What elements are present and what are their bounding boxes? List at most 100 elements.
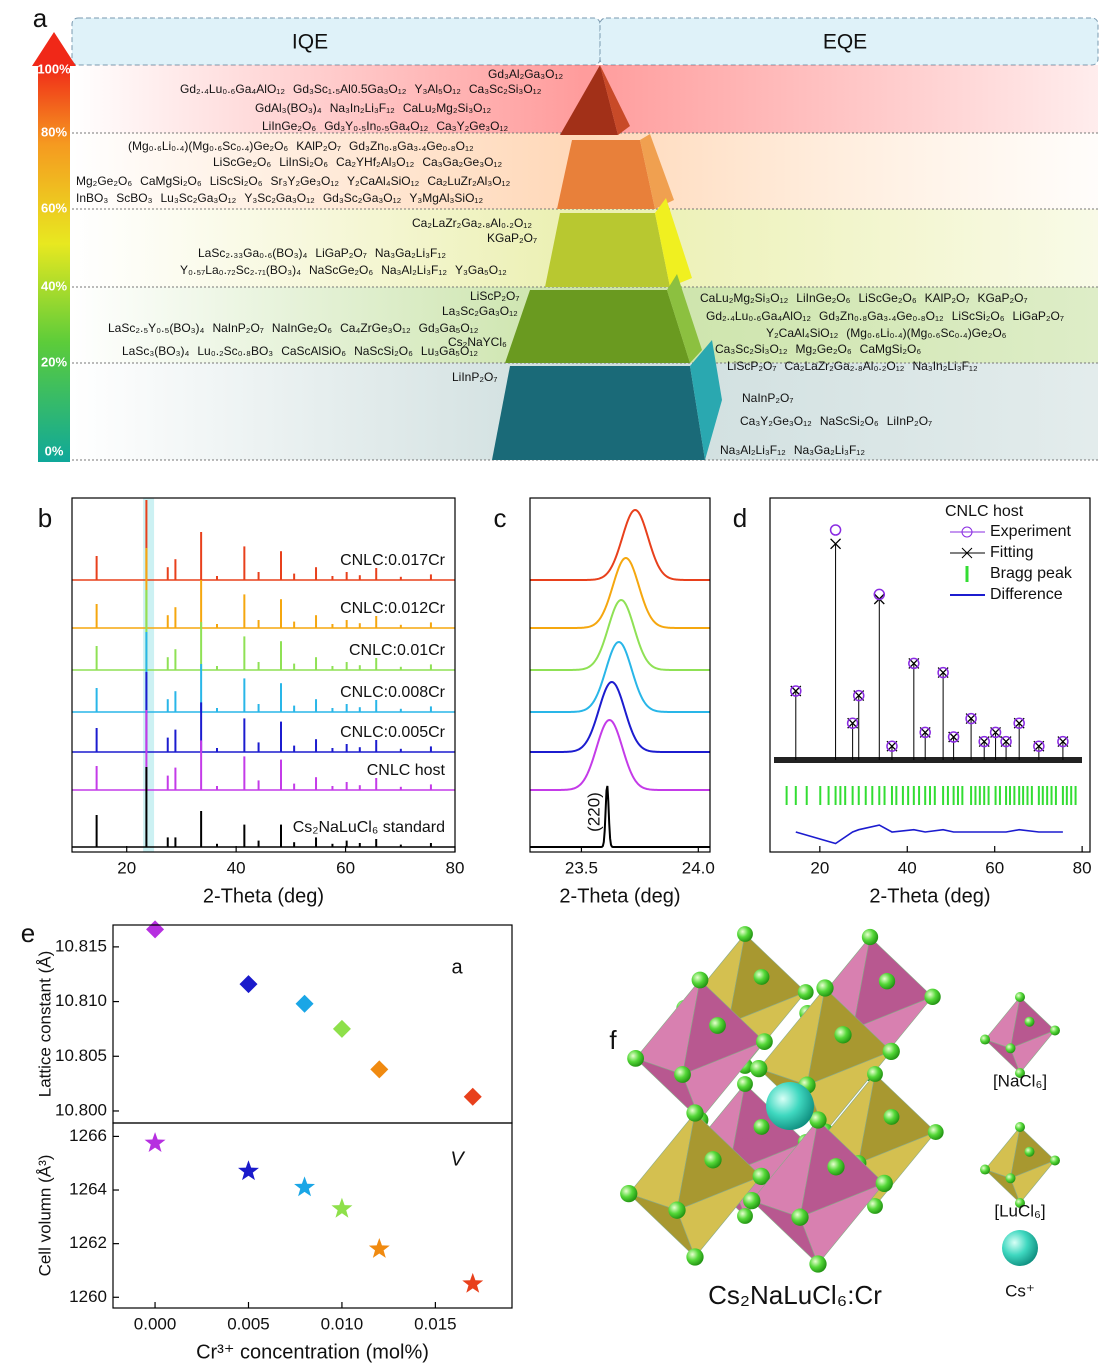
scale-label: 100% bbox=[37, 61, 71, 76]
diamond-point bbox=[239, 975, 257, 993]
structure-title: Cs₂NaLuCl₆:Cr bbox=[708, 1280, 882, 1310]
page: {"panel_a": {"label": "a", "headers": ["… bbox=[0, 0, 1103, 1369]
formula: Na₃In₂Li₃F₁₂ bbox=[330, 101, 395, 115]
series-label: CNLC:0.017Cr bbox=[340, 552, 446, 569]
series-label: CNLC host bbox=[367, 762, 446, 779]
formula: Ca₃Sc₂Si₃O₁₂ bbox=[469, 82, 542, 96]
formula: Y₂CaAl₄SiO₁₂ bbox=[347, 174, 420, 188]
cl-atom bbox=[827, 1158, 844, 1175]
formula: GdAl₃(BO₃)₄ bbox=[255, 101, 322, 115]
cl-atom bbox=[1015, 1122, 1025, 1132]
series-label: CNLC:0.008Cr bbox=[340, 684, 446, 701]
formula-row: LiScP₂O₇ bbox=[470, 289, 519, 303]
scale-label: 0% bbox=[45, 443, 64, 458]
y-tick-label: 1260 bbox=[69, 1287, 107, 1306]
cl-atom bbox=[737, 926, 753, 942]
scale-label: 20% bbox=[41, 354, 67, 369]
formula: CaMgSi₂O₆ bbox=[140, 174, 202, 188]
formula-row: Ca₃Y₂Ge₃O₁₂NaScSi₂O₆LiInP₂O₇ bbox=[740, 414, 932, 428]
formula: LaSc₂.₅Y₀.₅(BO₃)₄ bbox=[108, 321, 205, 335]
formula: ScBO₃ bbox=[116, 191, 152, 205]
formula: Gd₂.₄Lu₀.₆Ga₄AlO₁₂ bbox=[180, 82, 285, 96]
structure-legend: Cs⁺ bbox=[1005, 1281, 1035, 1300]
formula: Gd₃Al₂Ga₃O₁₂ bbox=[488, 67, 564, 81]
cl-atom bbox=[791, 1209, 808, 1226]
legend-entry: Difference bbox=[950, 586, 1063, 603]
formula: LiInP₂O₇ bbox=[452, 370, 497, 384]
legend-label: Difference bbox=[990, 586, 1063, 603]
cl-atom bbox=[1025, 1147, 1035, 1157]
cl-atom bbox=[1025, 1017, 1035, 1027]
center-atom bbox=[812, 1047, 838, 1073]
formula-row: KGaP₂O₇ bbox=[487, 231, 537, 245]
cl-atom bbox=[924, 989, 940, 1005]
diamond-point bbox=[296, 995, 314, 1013]
octahedron bbox=[980, 1122, 1060, 1208]
formula: NaScSi₂O₆ bbox=[354, 344, 413, 358]
cl-atom bbox=[862, 929, 878, 945]
formula: Mg₂Ge₂O₆ bbox=[76, 174, 132, 188]
cl-atom bbox=[980, 1165, 990, 1175]
peak-curve bbox=[530, 786, 710, 847]
center-atom bbox=[863, 1128, 887, 1152]
formula: Y₂CaAl₄SiO₁₂ bbox=[766, 326, 839, 340]
formula: LiScSi₂O₆ bbox=[952, 309, 1005, 323]
center-atom bbox=[1013, 1028, 1027, 1042]
x-tick-label: 23.5 bbox=[565, 858, 598, 877]
star-point bbox=[462, 1273, 483, 1293]
y-tick-label: 10.805 bbox=[55, 1046, 107, 1065]
experiment-point bbox=[874, 589, 884, 599]
formula: (Mg₀.₆Li₀.₄)(Mg₀.₆Sc₀.₄)Ge₂O₆ bbox=[846, 326, 1006, 340]
diamond-point bbox=[333, 1020, 351, 1038]
star-point bbox=[294, 1176, 315, 1196]
cl-atom bbox=[980, 1035, 990, 1045]
plot-frame bbox=[530, 498, 710, 852]
y-tick-label: 1264 bbox=[69, 1180, 107, 1199]
x-axis-title: 2-Theta (deg) bbox=[559, 885, 680, 907]
formula-row: LiInP₂O₇ bbox=[452, 370, 497, 384]
panel-label: e bbox=[21, 918, 35, 948]
scale-label: 60% bbox=[41, 200, 67, 215]
formula: LiScP₂O₇ bbox=[727, 359, 776, 373]
formula: Ca₃Y₂Ge₃O₁₂ bbox=[436, 119, 508, 133]
cl-atom bbox=[867, 1066, 883, 1082]
formula: Ca₂LaZr₂Ga₂.₈Al₀.₂O₁₂ bbox=[412, 216, 532, 230]
legend-label: Experiment bbox=[990, 523, 1071, 540]
plot-frame bbox=[72, 498, 455, 852]
formula-row: LaSc₂.₅Y₀.₅(BO₃)₄NaInP₂O₇NaInGe₂O₆Ca₄ZrG… bbox=[108, 321, 479, 335]
formula: Mg₂Ge₂O₆ bbox=[796, 342, 852, 356]
y-tick-label: 10.800 bbox=[55, 1100, 107, 1119]
background-band bbox=[774, 757, 1082, 763]
formula: Sr₃Y₂Ge₃O₁₂ bbox=[271, 174, 340, 188]
formula-row: Gd₃Al₂Ga₃O₁₂ bbox=[488, 67, 564, 81]
formula: Lu₀.₂Sc₀.₈BO₃ bbox=[197, 344, 273, 358]
center-atom bbox=[858, 993, 882, 1017]
formula-row: LaSc₃(BO₃)₄Lu₀.₂Sc₀.₈BO₃CaScAlSiO₆NaScSi… bbox=[122, 344, 478, 358]
cl-atom bbox=[627, 1050, 644, 1067]
formula: LiGaP₂O₇ bbox=[1013, 309, 1064, 323]
formula-row: NaInP₂O₇ bbox=[742, 391, 793, 405]
formula: Na₃In₂Li₃F₁₂ bbox=[912, 359, 977, 373]
formula-row: Ca₂LaZr₂Ga₂.₈Al₀.₂O₁₂ bbox=[412, 216, 532, 230]
formula: Ca₂LuZr₂Al₃O₁₂ bbox=[427, 174, 510, 188]
x-tick-label: 60 bbox=[336, 858, 355, 877]
formula: La₃Sc₂Ga₃O₁₂ bbox=[442, 304, 518, 318]
formula: LiScGe₂O₆ bbox=[213, 155, 271, 169]
formula: LiInP₂O₇ bbox=[887, 414, 932, 428]
formula: Na₃Ga₂Li₃F₁₂ bbox=[794, 443, 865, 457]
octahedron bbox=[980, 992, 1060, 1078]
annotation: a bbox=[451, 956, 463, 978]
center-atom bbox=[687, 1037, 712, 1062]
x-tick-label: 0.015 bbox=[414, 1314, 457, 1333]
formula-row: La₃Sc₂Ga₃O₁₂ bbox=[442, 304, 518, 318]
formula: Na₃Al₂Li₃F₁₂ bbox=[720, 443, 786, 457]
formula: NaInP₂O₇ bbox=[212, 321, 263, 335]
formula: CaLu₂Mg₂Si₃O₁₂ bbox=[403, 101, 492, 115]
cl-atom bbox=[754, 1119, 770, 1135]
cs-atom bbox=[1002, 1230, 1038, 1266]
panel-label: b bbox=[38, 503, 52, 533]
x-axis-title: 2-Theta (deg) bbox=[869, 885, 990, 907]
formula: Gd₃Zn₀.₈Ga₃.₄Ge₀.₈O₁₂ bbox=[819, 309, 944, 323]
